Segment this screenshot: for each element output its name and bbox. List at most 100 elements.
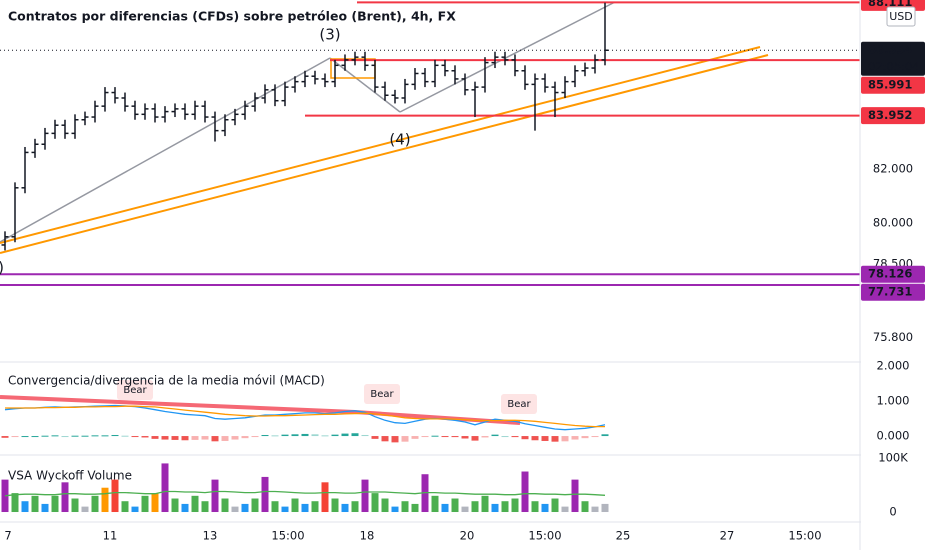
volume-bar (451, 498, 459, 513)
volume-bar (301, 503, 309, 513)
histogram-bar (31, 436, 39, 438)
volume-bar (361, 479, 369, 513)
currency-badge[interactable] (886, 6, 916, 27)
x-tick-label: 27 (720, 529, 735, 543)
y-tick-label: 0.000 (877, 429, 910, 443)
last-price-label: 86.354 (868, 43, 912, 57)
volume-bar (581, 501, 589, 513)
volume-bar (71, 498, 79, 513)
histogram-bar (51, 435, 59, 437)
macd-pane: Bear Bear Bear (0, 380, 609, 443)
price-pane: (3) (4)) (0, 1, 860, 286)
histogram-bar (271, 435, 279, 437)
axes: 7 11 13 15:00 18 20 15:00 25 27 15:00 82.000 80.000… (4, 0, 932, 550)
histogram-bar (41, 435, 49, 437)
volume-average (4, 490, 606, 497)
volume-bar (221, 498, 229, 513)
y-tick-label: 80.000 (873, 216, 913, 230)
x-tick-label: 15:00 (271, 529, 304, 543)
histogram-bar (491, 434, 499, 437)
volume-bar (441, 503, 449, 513)
x-tick-label: 25 (616, 529, 631, 543)
volume-bar (51, 495, 59, 513)
histogram-bar (81, 435, 89, 437)
volume-bar (31, 495, 39, 513)
volume-bar (521, 471, 529, 513)
wave-label: ) (0, 259, 4, 277)
histogram-bar (481, 436, 489, 438)
indicator-title: VSA Wyckoff Volume (8, 469, 132, 483)
volume-bar (391, 506, 399, 513)
volume-bar (481, 495, 489, 513)
signal-badge (501, 394, 537, 414)
histogram-bar (411, 436, 419, 439)
volume-bar (121, 501, 129, 513)
volume-bar (111, 479, 119, 513)
volume-bar (201, 501, 209, 513)
level-badge (861, 76, 925, 94)
histogram-bar (441, 436, 449, 438)
volume-bar (1, 479, 9, 513)
histogram-bar (431, 435, 439, 437)
volume-bar (101, 487, 109, 513)
histogram-bar (141, 436, 149, 438)
signal-label: Bear (507, 399, 531, 410)
volume-bar (261, 476, 269, 513)
currency[interactable]: USD (889, 10, 913, 23)
volume-bar (321, 482, 329, 513)
y-tick-label: 0 (889, 505, 896, 519)
y-tick-label: 100K (878, 451, 908, 465)
x-tick-label: 11 (103, 529, 118, 543)
histogram-bar (111, 434, 119, 437)
histogram-bar (581, 436, 589, 439)
histogram-bar (101, 435, 109, 437)
histogram-bar (361, 434, 369, 437)
volume-bar (371, 493, 379, 513)
volume-bar (151, 493, 159, 513)
macd-line (5, 405, 605, 428)
volume-bar (61, 482, 69, 513)
trend-drawing (399, 1, 616, 113)
volume-bar (341, 503, 349, 513)
histogram-bar (321, 435, 329, 437)
volume-bar (81, 506, 89, 513)
volume-bar (501, 501, 509, 513)
histogram-bar (371, 436, 379, 439)
volume-bar (191, 495, 199, 513)
histogram-bar (241, 436, 249, 439)
histogram-bar (21, 436, 29, 438)
histogram-bar (521, 436, 529, 440)
level-badge (861, 265, 925, 283)
level-badge (861, 283, 925, 301)
trend-drawing (329, 57, 401, 113)
x-tick-label: 7 (4, 529, 11, 543)
volume-bar (291, 498, 299, 513)
level-label: 78.126 (868, 267, 912, 281)
signal-badge (364, 384, 400, 404)
volume-bar (561, 506, 569, 513)
signal-label: Bear (123, 385, 147, 396)
volume-bar (491, 503, 499, 513)
histogram-bar (251, 436, 259, 438)
x-tick-label: 15:00 (788, 529, 821, 543)
histogram-bar (201, 436, 209, 440)
histogram-bar (161, 436, 169, 440)
volume-bar (601, 503, 609, 513)
histogram-bar (311, 434, 319, 437)
histogram-bar (1, 436, 9, 438)
volume-bar (411, 503, 419, 513)
volume-bar (331, 498, 339, 513)
volume-bar (311, 501, 319, 513)
histogram-bar (451, 436, 459, 438)
histogram-bar (11, 436, 19, 438)
x-tick-label: 13 (203, 529, 218, 543)
histogram-bar (331, 434, 339, 437)
x-tick-label: 20 (460, 529, 475, 543)
volume-bar (241, 503, 249, 513)
volume-pane (1, 463, 609, 513)
level-label: 77.731 (868, 285, 912, 299)
divergence-drawing (0, 395, 356, 414)
histogram-bar (421, 436, 429, 438)
volume-bar (211, 479, 219, 513)
volume-bar (21, 501, 29, 513)
